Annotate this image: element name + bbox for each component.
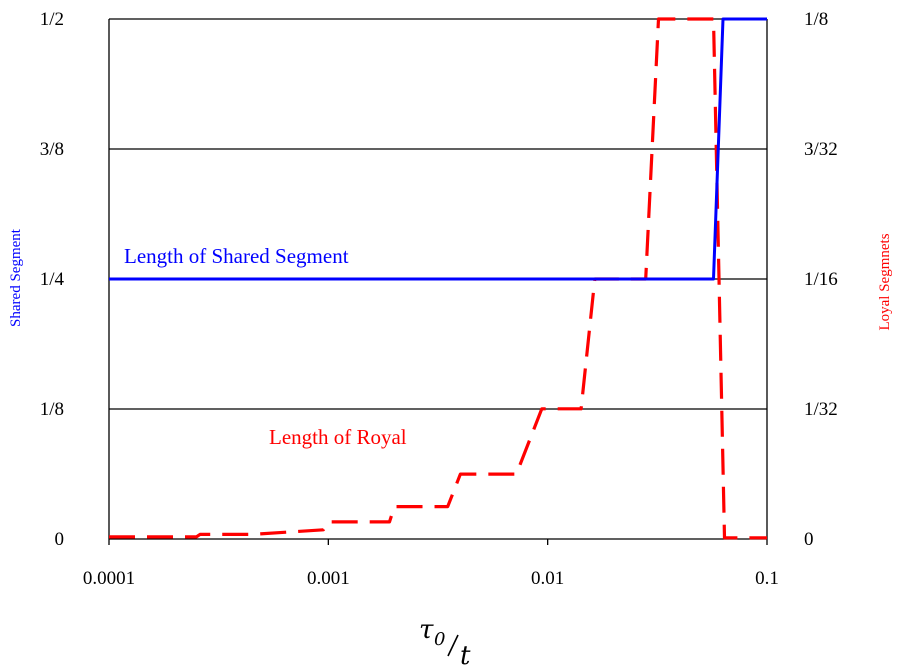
right-tick-label: 0 (804, 529, 814, 550)
right-tick-label: 1/16 (804, 269, 838, 290)
royal-length-series (109, 17, 767, 540)
tick-labels: 0 1/8 1/4 3/8 1/2 0 1/32 1/16 3/32 1/8 0.0001 0.001… (40, 9, 838, 589)
x-tick-label: 0.001 (307, 568, 350, 589)
series-layer (109, 17, 767, 540)
left-tick-label: 3/8 (40, 139, 64, 160)
x-axis-label: τ 0 t (419, 615, 471, 665)
svg-text:τ: τ (419, 615, 434, 645)
right-tick-label: 3/32 (804, 139, 838, 160)
royal-annotation: Length of Royal (269, 425, 407, 449)
gridlines (108, 18, 768, 545)
left-tick-label: 1/2 (40, 9, 64, 30)
right-tick-label: 1/32 (804, 399, 838, 420)
x-tick-label: 0.01 (531, 568, 564, 589)
svg-text:t: t (460, 641, 471, 665)
shared-segment-annotation: Length of Shared Segment (124, 244, 349, 268)
x-tick-label: 0.1 (755, 568, 779, 589)
left-axis-label: Shared Segment (8, 228, 24, 327)
x-tick-label: 0.0001 (83, 568, 135, 589)
left-tick-label: 1/4 (40, 269, 65, 290)
right-tick-label: 1/8 (804, 9, 828, 30)
left-tick-label: 0 (55, 529, 65, 550)
shared-segment-series (109, 17, 767, 281)
left-tick-label: 1/8 (40, 399, 64, 420)
right-axis-label: Loyal Segmnets (877, 233, 893, 330)
svg-text:0: 0 (434, 629, 445, 650)
